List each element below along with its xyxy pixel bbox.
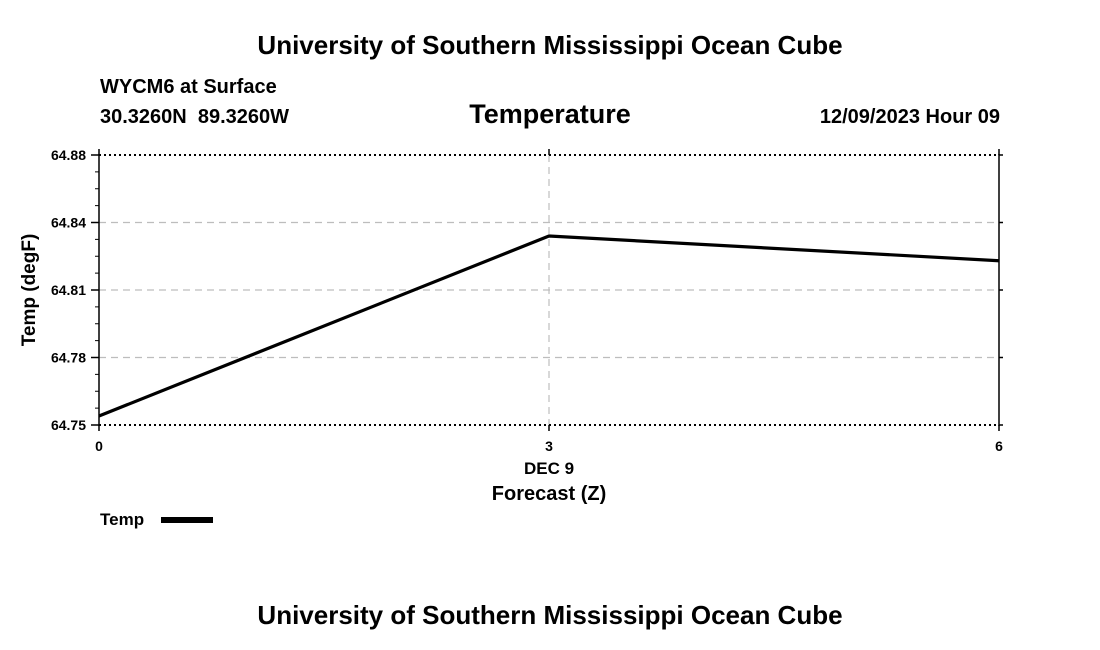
y-tick-label: 64.88 (51, 147, 86, 163)
legend-swatch (161, 517, 213, 523)
x-axis-label: Forecast (Z) (492, 483, 606, 505)
x-tick-label: 0 (95, 438, 103, 454)
coords-label: 30.3260N 89.3260W (100, 106, 290, 128)
legend-label: Temp (100, 510, 144, 529)
datetime-label: 12/09/2023 Hour 09 (819, 106, 1000, 128)
station-label: WYCM6 at Surface (100, 76, 277, 98)
y-axis-label: Temp (degF) (19, 234, 40, 347)
series-line-temp (98, 234, 1000, 418)
x-tick-label: 3 (545, 438, 553, 454)
y-tick-label: 64.84 (51, 215, 86, 231)
header-title: University of Southern Mississippi Ocean… (257, 30, 843, 60)
y-tick-label: 64.81 (51, 282, 86, 298)
y-tick-label: 64.75 (51, 417, 86, 433)
x-date-label: DEC 9 (524, 459, 574, 478)
x-tick-label: 6 (995, 438, 1003, 454)
y-tick-label: 64.78 (51, 350, 86, 366)
chart-title: Temperature (469, 99, 631, 129)
footer-title: University of Southern Mississippi Ocean… (257, 600, 843, 630)
